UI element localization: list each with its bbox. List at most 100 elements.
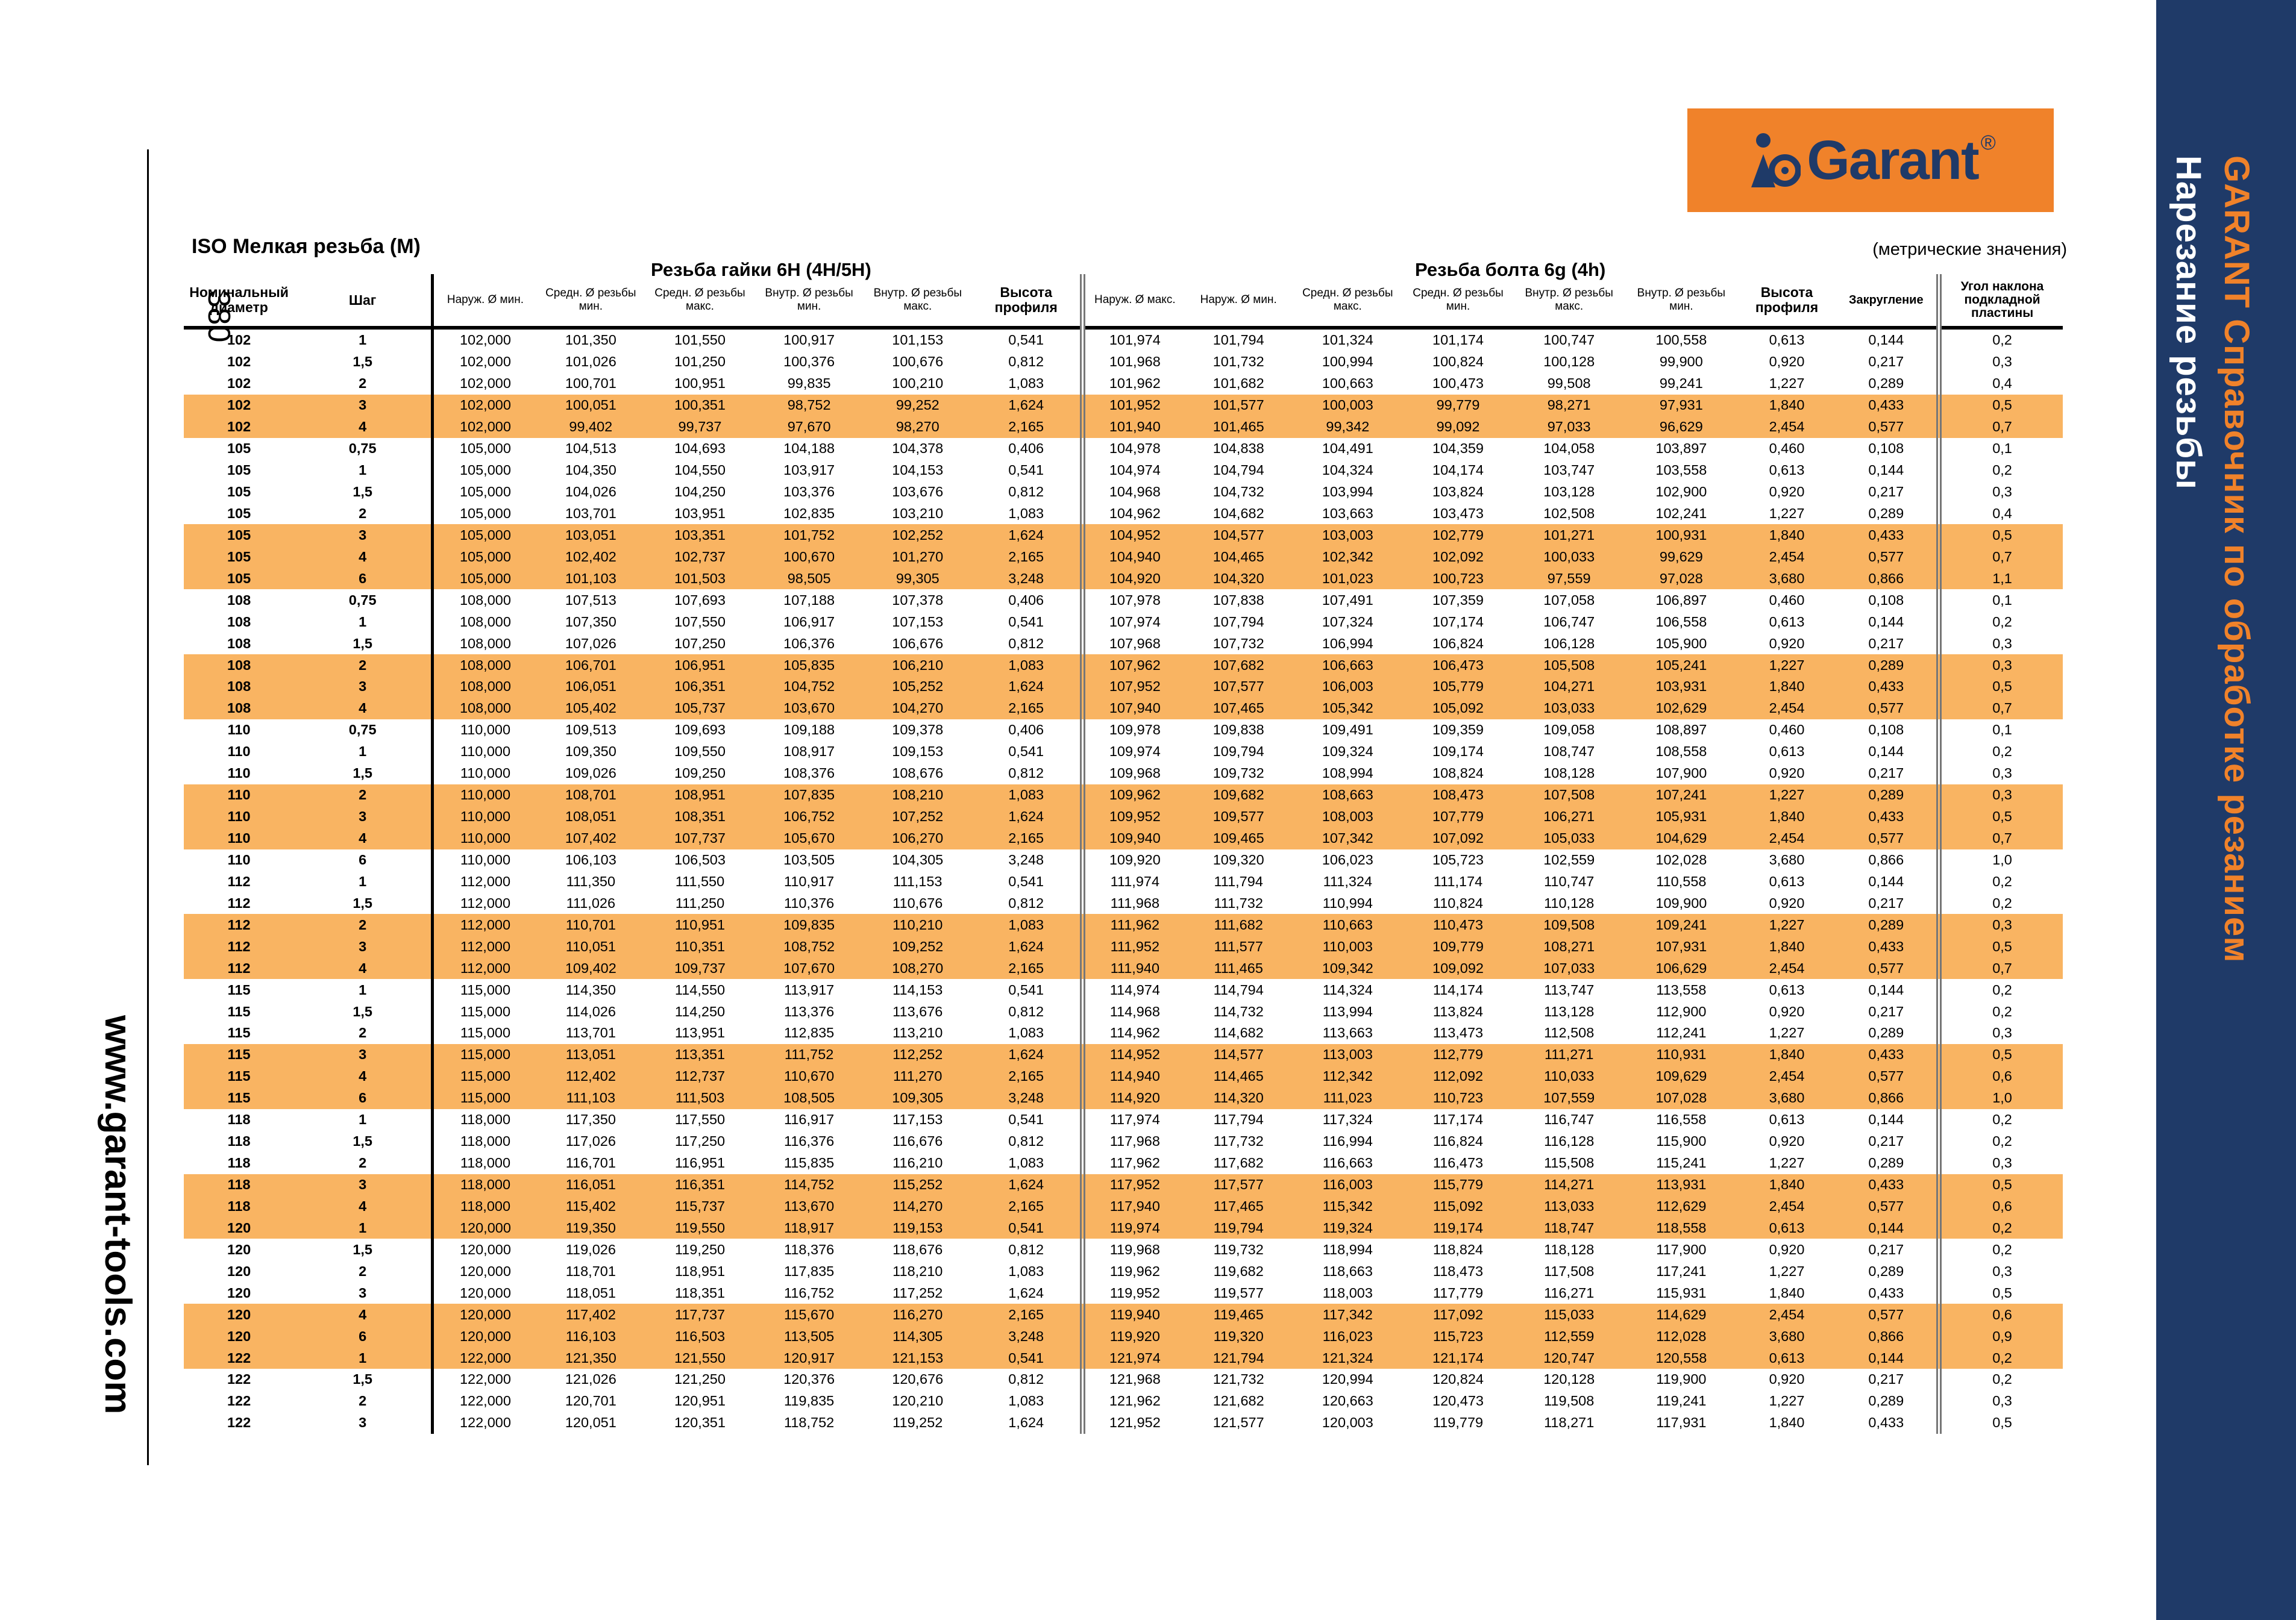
table-cell: 119,835: [784, 1393, 835, 1409]
table-cell: 114,271: [1513, 1174, 1625, 1196]
table-cell: 117,737: [644, 1304, 756, 1326]
page-number-wrap: 380: [89, 145, 236, 343]
table-cell: 119,732: [1213, 1241, 1264, 1257]
table-cell: 109,241: [1625, 914, 1738, 936]
table-cell: 110,000: [432, 827, 537, 849]
table-cell: 101,732: [1212, 354, 1264, 370]
table-cell: 0,406: [972, 437, 1086, 460]
table-cell: 1,840: [1769, 1415, 1805, 1431]
table-cell: 2,454: [1737, 546, 1836, 568]
table-cell: 108,000: [459, 592, 511, 608]
website-url[interactable]: www.garant-tools.com: [97, 1015, 139, 1415]
cell-pitch: 0,75: [294, 437, 434, 460]
table-cell: 0,217: [1836, 1001, 1942, 1022]
table-cell: 111,974: [1110, 873, 1160, 889]
table-cell: 109,838: [1212, 722, 1264, 738]
table-cell: 0,5: [1939, 1174, 2063, 1196]
table-cell: 0,289: [1836, 1152, 1942, 1174]
cell-diameter: 115: [227, 1025, 251, 1041]
table-cell: 1,840: [1737, 1174, 1836, 1196]
table-cell: 0,7: [1939, 827, 2063, 849]
table-cell: 98,270: [863, 416, 973, 438]
table-cell: 108,271: [1513, 936, 1625, 958]
table-cell: 104,629: [1625, 827, 1738, 849]
table-cell: 0,541: [972, 459, 1086, 481]
table-cell: 114,250: [674, 1003, 726, 1019]
table-cell: 115,931: [1656, 1284, 1707, 1301]
table-cell: 110,473: [1402, 914, 1514, 936]
table-cell: 99,305: [863, 568, 973, 590]
table-cell: 119,794: [1184, 1217, 1293, 1239]
sidebar-subtitle: Нарезание резьбы: [2169, 155, 2208, 490]
table-cell: 118,676: [892, 1241, 943, 1257]
table-cell: 109,835: [755, 914, 864, 936]
table-cell: 0,5: [1992, 1284, 2012, 1301]
table-cell: 104,324: [1322, 462, 1373, 478]
table-cell: 106,128: [1543, 635, 1595, 651]
table-cell: 0,613: [1737, 1347, 1836, 1369]
table-cell: 103,701: [565, 505, 616, 521]
table-cell: 0,541: [972, 871, 1086, 893]
table-cell: 2,165: [972, 1304, 1086, 1326]
header-cell: Номинальный диаметр: [184, 274, 295, 330]
cell-diameter: 122: [227, 1415, 251, 1431]
table-cell: 120,558: [1625, 1347, 1738, 1369]
table-cell: 1,083: [972, 1152, 1086, 1174]
table-row: 105 1 105,000 104,350 104,550 103,917 104,153 0…: [184, 459, 2063, 481]
table-cell: 1,624: [972, 1412, 1086, 1434]
header-cell: Внутр. Ø резьбы макс.: [1513, 274, 1625, 330]
table-cell: 101,968: [1109, 354, 1161, 370]
table-cell: 103,351: [644, 524, 756, 546]
table-cell: 121,026: [565, 1371, 616, 1387]
table-cell: 120,000: [432, 1217, 537, 1239]
table-cell: 109,920: [1109, 851, 1161, 868]
cell-pitch: 4: [294, 416, 434, 438]
cell-diameter: 108: [227, 635, 251, 651]
table-cell: 0,144: [1836, 1109, 1942, 1131]
table-cell: 116,917: [784, 1112, 835, 1128]
cell-diameter: 105: [184, 546, 295, 568]
table-cell: 2,454: [1737, 1195, 1836, 1218]
table-cell: 104,940: [1082, 546, 1185, 568]
table-cell: 0,2: [1992, 332, 2012, 348]
table-cell: 0,2: [1992, 895, 2012, 911]
table-cell: 97,559: [1513, 568, 1625, 590]
table-row: 112 2 112,000 110,701 110,951 109,835 110,210 1…: [184, 914, 2063, 936]
table-cell: 113,505: [755, 1325, 864, 1348]
table-cell: 106,103: [565, 851, 616, 868]
table-cell: 120,376: [783, 1371, 835, 1387]
table-row: 115 4 115,000 112,402 112,737 110,670 111,270 2…: [184, 1065, 2063, 1087]
table-cell: 112,900: [1656, 1003, 1707, 1019]
table-cell: 117,174: [1432, 1112, 1484, 1128]
table-cell: 120,917: [755, 1347, 864, 1369]
metric-note: (метрические значения): [1872, 240, 2067, 259]
table-cell: 110,000: [432, 784, 537, 806]
table-cell: 104,270: [863, 697, 973, 719]
table-cell: 110,003: [1292, 936, 1403, 958]
cell-diameter: 122: [227, 1393, 251, 1409]
table-cell: 0,577: [1836, 1195, 1942, 1218]
table-cell: 0,7: [1939, 957, 2063, 980]
table-row: 120 3 120,000 118,051 118,351 116,752 117,252 1…: [184, 1282, 2063, 1304]
table-cell: 107,940: [1082, 697, 1185, 719]
table-cell: 96,629: [1625, 416, 1738, 438]
table-cell: 102,900: [1655, 484, 1707, 500]
table-cell: 109,577: [1184, 805, 1293, 828]
table-cell: 0,2: [1992, 873, 2012, 889]
table-cell: 0,812: [972, 1369, 1086, 1390]
table-cell: 119,550: [644, 1217, 756, 1239]
table-cell: 114,465: [1184, 1065, 1293, 1087]
table-cell: 0,812: [972, 1239, 1086, 1261]
table-cell: 111,794: [1214, 873, 1263, 889]
table-cell: 104,320: [1184, 568, 1293, 590]
table-cell: 111,174: [1433, 873, 1483, 889]
table-cell: 0,577: [1836, 416, 1942, 438]
table-cell: 106,270: [863, 827, 973, 849]
table-cell: 100,824: [1432, 354, 1484, 370]
table-cell: 110,000: [432, 805, 537, 828]
table-cell: 0,289: [1836, 784, 1942, 806]
table-cell: 104,974: [1109, 462, 1161, 478]
table-cell: 0,144: [1836, 1217, 1942, 1239]
table-cell: 102,402: [536, 546, 645, 568]
cell-pitch: 1: [294, 979, 434, 1001]
